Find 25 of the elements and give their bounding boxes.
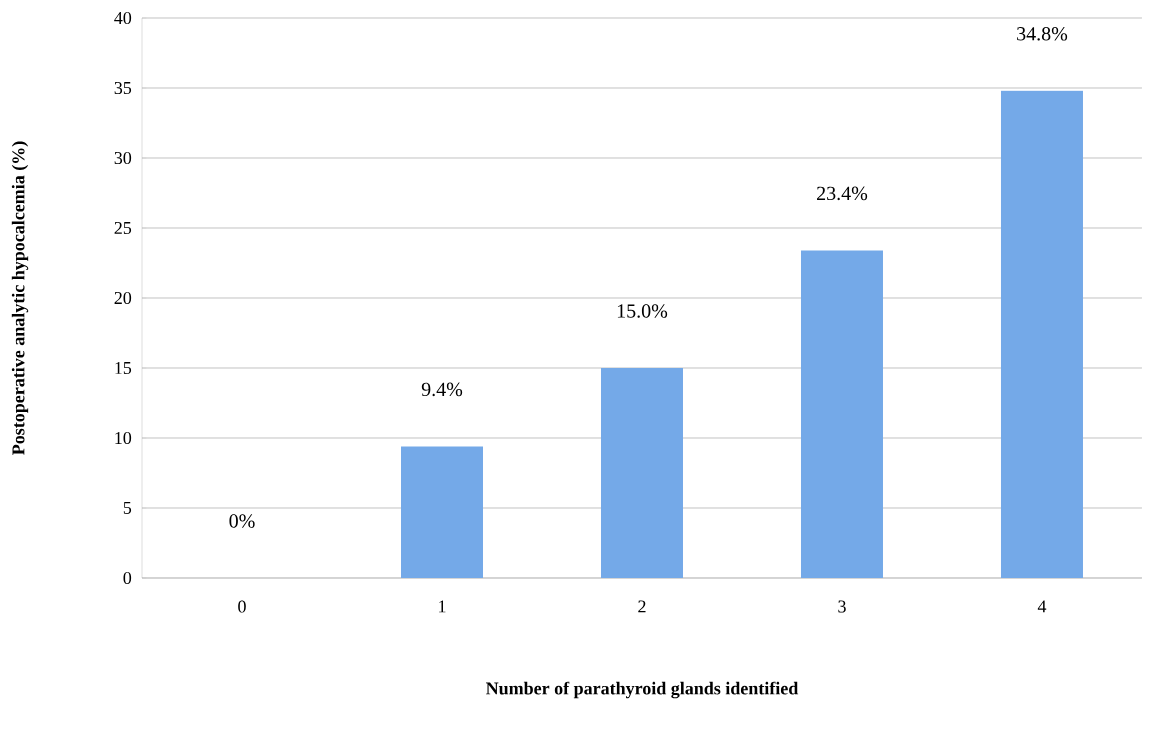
- y-tick-label: 30: [114, 151, 132, 165]
- bar: [600, 367, 683, 578]
- data-label: 9.4%: [421, 382, 463, 397]
- bar: [1000, 90, 1083, 578]
- data-label: 34.8%: [1017, 27, 1068, 41]
- data-label: 0%: [229, 514, 255, 528]
- y-tick-label: 25: [114, 221, 132, 235]
- x-tick-label: 2: [638, 600, 646, 613]
- y-tick-label: 0: [123, 571, 132, 585]
- y-tick-label: 5: [123, 502, 132, 514]
- data-label: 23.4%: [817, 186, 868, 201]
- y-tick-label: 10: [115, 431, 132, 445]
- bar: [401, 446, 483, 578]
- x-tick-label: 1: [439, 600, 446, 613]
- y-tick-label: 35: [114, 81, 132, 95]
- x-axis-title: Number of parathyroid glands identified: [485, 681, 799, 699]
- x-tick-label: 3: [838, 600, 846, 613]
- y-tick-label: 20: [114, 291, 132, 305]
- y-tick-label: 15: [115, 361, 132, 375]
- bar: [800, 250, 883, 578]
- x-tick-label: 0: [238, 600, 246, 613]
- y-tick-label: 40: [114, 11, 132, 25]
- data-label: 15.0%: [617, 304, 668, 318]
- x-tick-label: 4: [1037, 600, 1047, 613]
- y-axis-title: Postoperative analytic hypocalcemia (%): [11, 141, 29, 455]
